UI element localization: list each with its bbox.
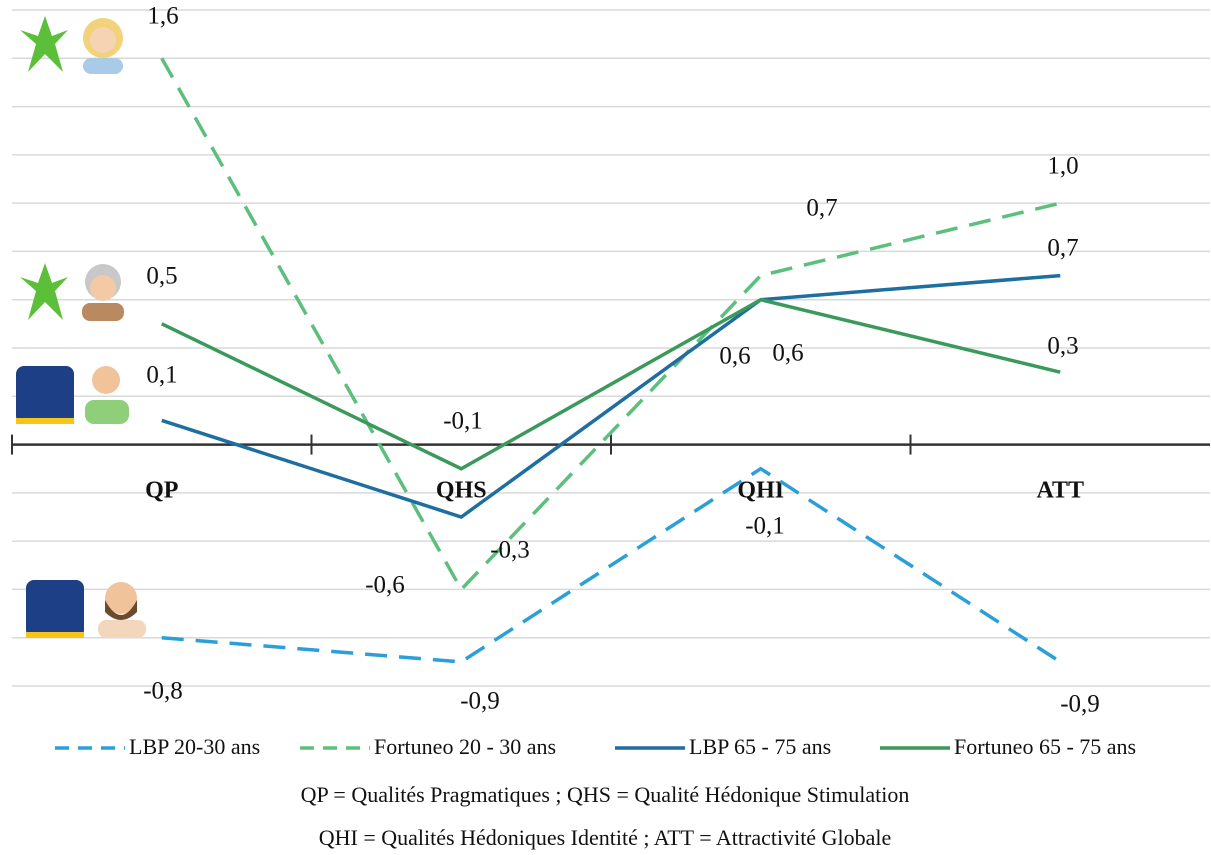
lines	[162, 58, 1061, 662]
value-label: 1,6	[147, 3, 178, 30]
value-label: -0,8	[143, 678, 183, 705]
value-label: -0,1	[443, 408, 483, 435]
chart: QP QHS QHI ATT -0,8 -0,9 -0,1 -0,9 1,6 -0,6 0,7 1,…	[0, 0, 1211, 855]
value-label: 1,0	[1047, 153, 1078, 180]
value-label: 0,5	[146, 263, 177, 290]
icon-fortuneo-young	[20, 16, 123, 74]
note: QP = Qualités Pragmatiques ; QHS = Quali…	[301, 782, 910, 807]
x-tick-label: QHI	[737, 478, 784, 504]
legend: LBP 20-30 ans Fortuneo 20 - 30 ans LBP 65 …	[55, 734, 1136, 759]
value-labels: -0,8 -0,9 -0,1 -0,9 1,6 -0,6 0,7 1,0 0,1 -0,3 0,6 0…	[143, 3, 1100, 718]
value-label: -0,3	[490, 537, 530, 564]
icon-fortuneo-senior	[20, 263, 124, 321]
legend-label: Fortuneo 65 - 75 ans	[954, 734, 1136, 759]
value-label: 0,6	[719, 343, 750, 370]
x-tick-label: QP	[145, 478, 178, 504]
value-label: 0,7	[806, 195, 837, 222]
icon-lbp-senior	[16, 366, 129, 424]
x-tick-label: ATT	[1036, 478, 1084, 504]
note: QHI = Qualités Hédoniques Identité ; ATT…	[319, 825, 891, 850]
legend-label: LBP 20-30 ans	[129, 734, 260, 759]
grid	[12, 10, 1210, 686]
series-line	[162, 58, 1061, 589]
value-label: -0,6	[365, 572, 405, 599]
value-label: 0,1	[146, 362, 177, 389]
value-label: -0,9	[460, 688, 500, 715]
x-tick-label: QHS	[436, 478, 487, 504]
value-label: -0,1	[745, 513, 785, 540]
value-label: 0,6	[772, 340, 803, 367]
value-label: -0,9	[1060, 691, 1100, 718]
value-label: 0,3	[1047, 333, 1078, 360]
value-label: 0,7	[1047, 235, 1078, 262]
series-line	[162, 469, 1061, 662]
legend-label: Fortuneo 20 - 30 ans	[374, 734, 556, 759]
legend-label: LBP 65 - 75 ans	[689, 734, 831, 759]
